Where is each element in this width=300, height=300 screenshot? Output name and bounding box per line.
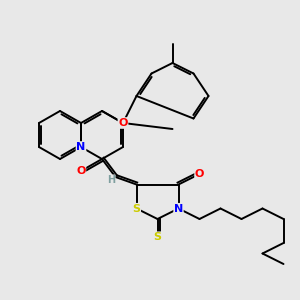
Text: N: N xyxy=(76,142,85,152)
Text: N: N xyxy=(76,142,85,152)
Text: S: S xyxy=(154,232,161,242)
Text: O: O xyxy=(118,118,128,128)
Text: H: H xyxy=(107,175,115,185)
Text: O: O xyxy=(76,166,86,176)
Text: S: S xyxy=(133,203,140,214)
Text: O: O xyxy=(195,169,204,179)
Text: N: N xyxy=(118,118,127,128)
Text: N: N xyxy=(174,203,183,214)
